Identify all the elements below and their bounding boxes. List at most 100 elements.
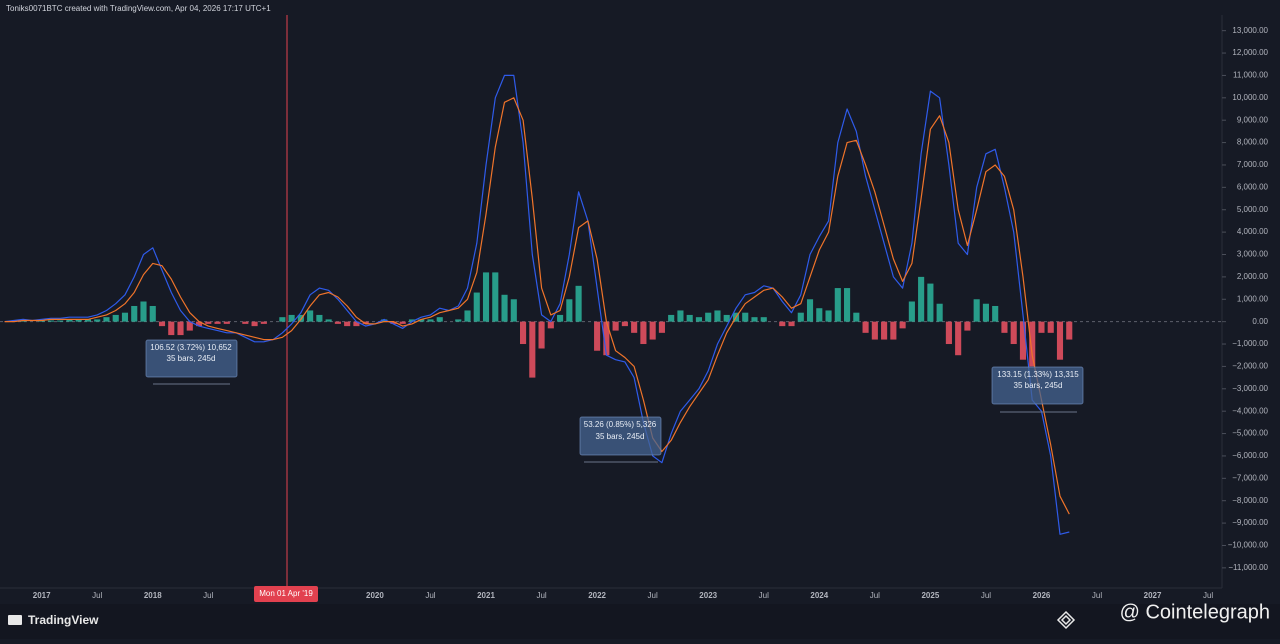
histogram-bar [538,321,545,349]
histogram-bar [455,319,462,322]
y-tick-label: −3,000.00 [1232,384,1268,393]
histogram-bar [316,314,323,322]
histogram-bar [1047,321,1054,333]
measurement-box [579,416,662,456]
y-tick-label: −5,000.00 [1232,429,1268,438]
y-tick-label: 10,000.00 [1232,93,1268,102]
histogram-bar [621,321,628,327]
histogram-bar [214,321,221,324]
histogram-bar [47,320,54,322]
histogram-bar [686,314,693,322]
histogram-bar [992,305,999,322]
y-tick-label: 0.00 [1252,317,1268,326]
x-tick-label: Jul [203,591,213,600]
y-tick-label: 5,000.00 [1237,205,1269,214]
histogram-bar [177,321,184,336]
x-tick-label: 2022 [588,591,606,600]
measurement-box [991,366,1084,405]
y-tick-label: 13,000.00 [1232,26,1268,35]
histogram-bar [1019,321,1027,360]
histogram-bar [677,310,684,322]
x-tick-label: Jul [648,591,658,600]
histogram-bar [760,317,767,322]
histogram-bar [806,299,814,322]
y-tick-label: −9,000.00 [1232,518,1268,527]
histogram-bar [1056,321,1064,360]
histogram-bar [149,305,156,322]
histogram-bar [658,321,665,333]
y-tick-label: −10,000.00 [1228,541,1269,550]
histogram-bar [594,321,601,351]
histogram-bar [121,312,129,322]
histogram-bar [501,294,508,322]
histogram-bar [66,319,73,322]
histogram-bar [575,285,582,322]
histogram-bar [871,321,878,340]
x-tick-label: 2023 [699,591,717,600]
histogram-bar [918,276,925,322]
histogram-bar [103,317,110,322]
histogram-bar [195,321,203,327]
y-tick-label: −2,000.00 [1232,362,1268,371]
histogram-bar [408,319,416,322]
x-tick-label: 2017 [33,591,51,600]
histogram-bar [668,314,675,322]
histogram-bar [362,321,369,324]
x-tick-label: Jul [981,591,991,600]
brand: TradingView [28,613,99,627]
histogram-bar [112,314,119,322]
histogram-bar [862,321,869,333]
x-tick-label: 2027 [1144,591,1162,600]
histogram-bar [751,317,758,322]
measurement-text: 53.26 (0.85%) 5,326 [584,420,657,429]
footer-bar [0,604,1280,639]
line-series [4,74,1070,535]
histogram-bar [825,310,832,322]
histogram-bar [325,319,332,322]
histogram-bar [473,292,480,322]
histogram-bar [982,303,989,322]
histogram-bar [955,321,962,356]
histogram-bar [529,321,536,378]
histogram-bar [844,288,851,322]
y-tick-label: 3,000.00 [1237,250,1269,259]
histogram-bar [279,317,286,322]
histogram-bar [344,321,351,327]
histogram-bar [927,283,934,322]
histogram-bar [964,321,971,331]
y-tick-label: −8,000.00 [1232,496,1268,505]
y-tick-label: −1,000.00 [1232,339,1268,348]
y-tick-label: 1,000.00 [1237,294,1269,303]
x-tick-label: 2021 [477,591,495,600]
y-tick-label: −6,000.00 [1232,451,1268,460]
x-tick-label: 2024 [810,591,828,600]
histogram-bar [797,312,804,322]
histogram-bar [390,321,397,324]
measurement-text: 133.15 (1.33%) 13,315 [997,370,1079,379]
y-tick-label: 11,000.00 [1233,71,1269,80]
histogram-bar [464,310,471,322]
histogram-bar [816,308,823,322]
line-series [4,97,1070,515]
y-tick-label: 8,000.00 [1237,138,1269,147]
brand-logo [8,615,22,625]
x-tick-label: Jul [870,591,880,600]
x-tick-label: Jul [92,591,102,600]
histogram-bar [945,321,952,345]
x-tick-label: Jul [536,591,546,600]
histogram-bar [427,319,434,322]
histogram-bar [631,321,638,333]
histogram-bar [436,317,443,322]
x-tick-label: Jul [1092,591,1102,600]
y-tick-label: 12,000.00 [1232,48,1268,57]
histogram-bar [288,314,295,322]
histogram-bar [492,272,499,322]
x-tick-label: Jul [425,591,435,600]
histogram-bar [75,319,82,322]
histogram-bar [158,321,166,327]
histogram-bar [881,321,888,340]
histogram-bar [482,272,490,322]
histogram-bar [297,314,304,322]
histogram-bar [936,303,943,322]
